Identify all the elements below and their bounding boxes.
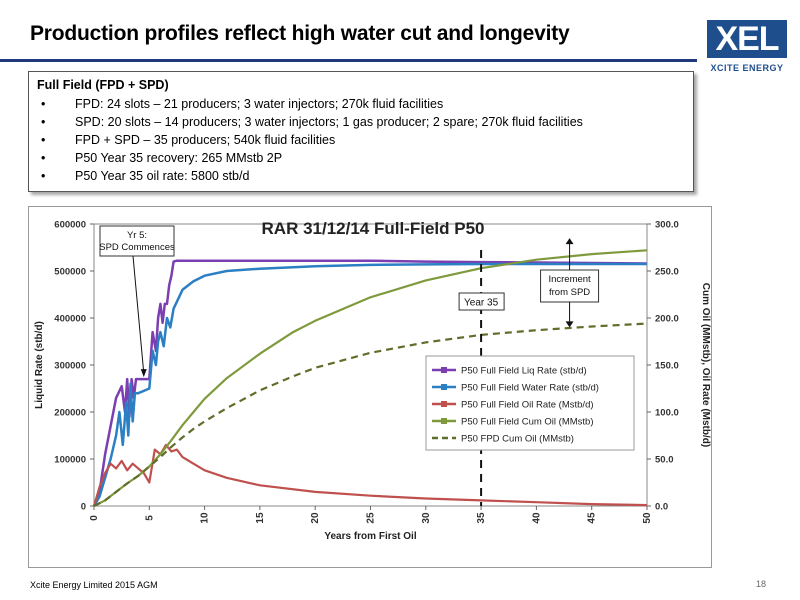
y-left-tick-label: 200000 (54, 408, 86, 419)
y-right-axis-title: Cum Oil (MMstb), Oil Rate (Mstb/d) (700, 283, 711, 447)
summary-bullet: P50 Year 35 oil rate: 5800 stb/d (37, 167, 685, 185)
yr5-arrow (132, 255, 145, 374)
page-number: 18 (756, 579, 767, 589)
x-tick-label: 35 (476, 512, 487, 524)
logo-name: XCITE ENERGY (710, 63, 784, 73)
yr5-callout-text: Yr 5: (127, 230, 147, 241)
y-left-tick-label: 600000 (54, 220, 86, 231)
series-line (93, 322, 648, 507)
summary-list: FPD: 24 slots – 21 producers; 3 water in… (37, 95, 685, 185)
legend-entry: P50 Full Field Water Rate (stb/d) (461, 383, 599, 394)
y-right-tick-label: 300.0 (655, 220, 679, 231)
x-tick-label: 15 (255, 512, 266, 524)
legend-marker (441, 384, 447, 390)
summary-bullet: FPD + SPD – 35 producers; 540k fluid fac… (37, 131, 685, 149)
legend-box (425, 355, 635, 451)
footer-text: Xcite Energy Limited 2015 AGM (30, 580, 158, 590)
legend-marker (441, 401, 447, 407)
x-axis-title: Years from First Oil (324, 531, 416, 542)
y-right-tick-label: 150.0 (655, 361, 679, 372)
legend-entry: P50 Full Field Cum Oil (MMstb) (461, 417, 594, 428)
y-left-tick-label: 100000 (54, 455, 86, 466)
company-logo: XEL XCITE ENERGY (697, 16, 797, 74)
x-tick-label: 5 (144, 515, 155, 521)
y-right-tick-label: 200.0 (655, 314, 679, 325)
increment-callout-text: Increment (548, 274, 591, 285)
legend-entry: P50 Full Field Oil Rate (Mstb/d) (461, 400, 594, 411)
series-line (92, 262, 647, 507)
year35-label-box (458, 292, 505, 311)
y-right-tick-label: 0.0 (655, 502, 668, 513)
legend-marker (441, 418, 447, 424)
summary-bullet: SPD: 20 slots – 14 producers; 3 water in… (37, 113, 685, 131)
x-tick-label: 20 (310, 512, 321, 524)
y-left-tick-label: 0 (81, 502, 86, 513)
logo-mark: XEL (707, 20, 787, 58)
summary-bullet: FPD: 24 slots – 21 producers; 3 water in… (37, 95, 685, 113)
legend-entry: P50 Full Field Liq Rate (stb/d) (461, 366, 587, 377)
x-tick-label: 10 (200, 512, 211, 524)
x-tick-label: 50 (642, 512, 653, 524)
x-tick-label: 40 (531, 512, 542, 524)
y-left-axis-title: Liquid Rate (stb/d) (34, 321, 45, 409)
yr5-callout-text: SPD Commences (99, 242, 175, 253)
year35-label: Year 35 (464, 298, 499, 309)
y-right-tick-label: 100.0 (655, 408, 679, 419)
y-right-tick-label: 50.0 (655, 455, 674, 466)
chart-title: RAR 31/12/14 Full-Field P50 (262, 219, 485, 238)
y-left-tick-label: 300000 (54, 361, 86, 372)
series-line (93, 249, 648, 507)
x-tick-label: 0 (89, 515, 100, 521)
y-right-tick-label: 250.0 (655, 267, 679, 278)
increment-callout-text: from SPD (549, 287, 590, 298)
slide-title: Production profiles reflect high water c… (30, 22, 570, 45)
legend-marker (441, 367, 447, 373)
x-tick-label: 25 (366, 512, 377, 524)
increment-arrowhead-up (565, 238, 574, 245)
x-tick-label: 45 (587, 512, 598, 524)
field-summary-box: Full Field (FPD + SPD) FPD: 24 slots – 2… (28, 71, 694, 192)
yr5-arrowhead (140, 369, 147, 378)
increment-callout-box (540, 269, 600, 303)
series-line (92, 443, 648, 507)
title-divider (0, 59, 697, 62)
y-left-tick-label: 400000 (54, 314, 86, 325)
x-tick-label: 30 (421, 512, 432, 524)
yr5-callout-box (99, 225, 175, 257)
summary-bullet: P50 Year 35 recovery: 265 MMstb 2P (37, 149, 685, 167)
increment-arrowhead-down (565, 321, 574, 328)
legend-entry: P50 FPD Cum Oil (MMstb) (461, 434, 574, 445)
summary-heading: Full Field (FPD + SPD) (37, 78, 169, 92)
y-left-tick-label: 500000 (54, 267, 86, 278)
production-profile-chart: 0 5 10 15 20 25 30 35 40 45 50 0 100000 200000 300000 4… (34, 219, 711, 542)
